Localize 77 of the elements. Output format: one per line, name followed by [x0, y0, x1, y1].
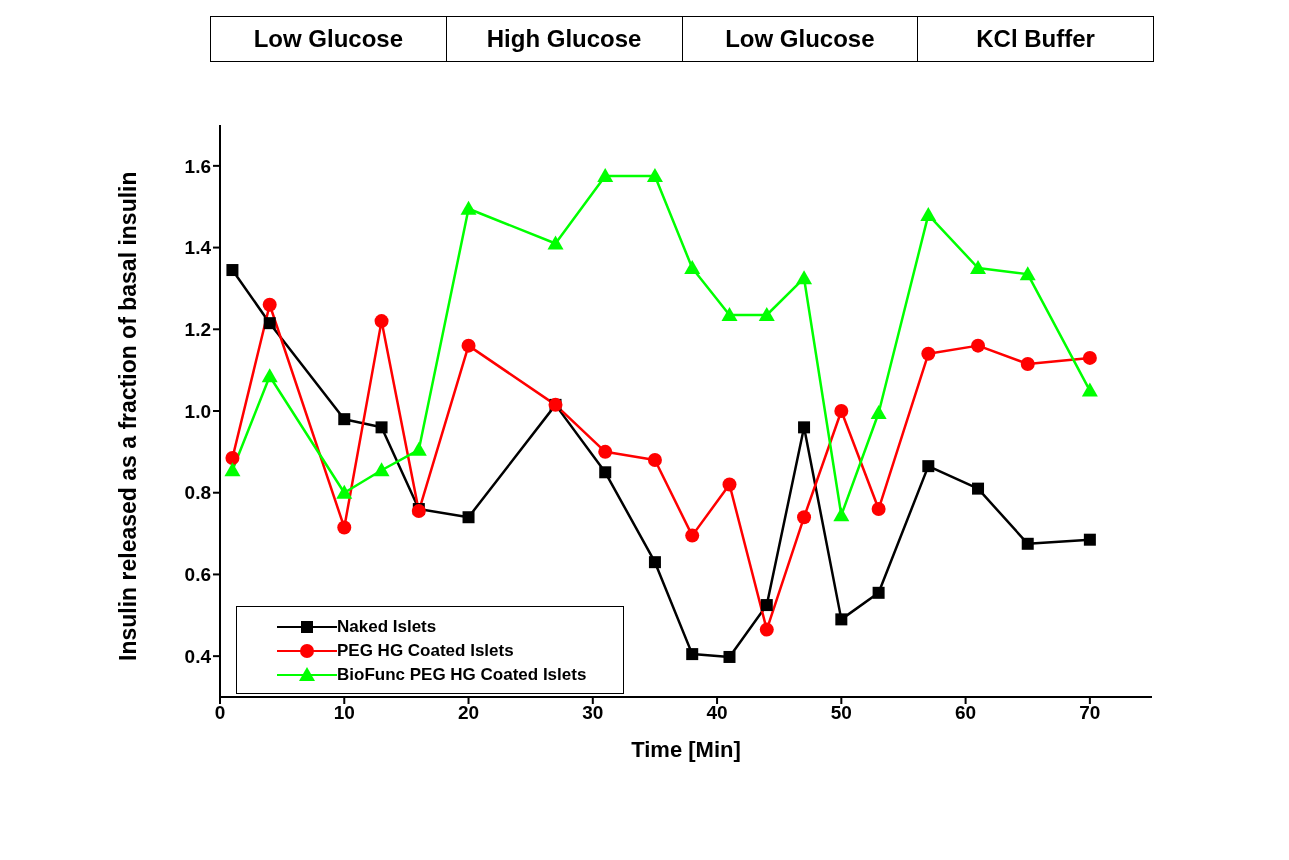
y-tick-label: 0.4: [184, 645, 212, 667]
x-tick-label: 10: [333, 702, 355, 724]
x-tick-label: 0: [214, 702, 226, 724]
point: [758, 306, 775, 321]
point: [686, 648, 699, 661]
point: [598, 444, 613, 459]
point: [759, 622, 774, 637]
point: [648, 556, 661, 569]
legend-label: Naked Islets: [337, 617, 437, 637]
point: [547, 235, 564, 250]
x-axis-title: Time [Min]: [631, 737, 741, 762]
text: High Glucose: [486, 25, 642, 53]
point: [870, 405, 887, 420]
point: [336, 484, 353, 499]
point: [337, 520, 352, 535]
legend-label: PEG HG Coated Islets: [337, 641, 514, 661]
point: [971, 338, 986, 353]
point: [599, 466, 612, 479]
text: KCl Buffer: [976, 25, 1095, 53]
point: [1021, 537, 1034, 550]
point: [972, 482, 985, 495]
y-tick-label: 0.6: [184, 564, 211, 586]
point: [261, 368, 278, 383]
point: [225, 450, 240, 465]
point: [835, 613, 848, 626]
legend-label: BioFunc PEG HG Coated Islets: [337, 665, 587, 685]
y-tick-label: 1.4: [184, 237, 212, 259]
x-tick-label: 30: [582, 702, 604, 724]
point: [375, 421, 388, 434]
point: [462, 511, 475, 524]
y-tick-label: 1.0: [184, 400, 211, 422]
point: [224, 462, 241, 477]
point: [226, 264, 239, 277]
point: [833, 507, 850, 522]
point: [373, 462, 390, 477]
text: Low Glucose: [253, 25, 404, 53]
y-tick-label: 1.2: [184, 319, 211, 341]
point: [597, 168, 614, 183]
point: [723, 650, 736, 663]
point: [922, 460, 935, 473]
y-tick-label: 1.6: [184, 155, 211, 177]
point: [1081, 382, 1098, 397]
point: [721, 306, 738, 321]
point: [685, 528, 700, 543]
point: [1019, 266, 1036, 281]
point: [871, 502, 886, 517]
point: [970, 260, 987, 274]
x-tick-label: 20: [457, 702, 480, 724]
y-tick-label: 0.8: [184, 482, 211, 504]
text: Low Glucose: [725, 25, 875, 53]
point: [647, 453, 662, 468]
y-axis-title: Insulin released as a fraction of basal insulin: [115, 171, 142, 661]
point: [1082, 350, 1097, 365]
point: [722, 477, 737, 492]
point: [263, 317, 276, 330]
point: [760, 599, 773, 612]
point: [684, 260, 701, 274]
point: [921, 346, 936, 361]
point: [338, 413, 351, 426]
point: [834, 404, 849, 418]
point: [461, 338, 476, 353]
point: [262, 297, 277, 312]
point: [646, 168, 663, 183]
x-tick-label: 40: [706, 702, 728, 724]
x-tick-label: 70: [1079, 702, 1101, 724]
point: [460, 200, 477, 215]
point: [798, 421, 811, 434]
point: [796, 270, 813, 285]
x-tick-label: 60: [955, 702, 977, 724]
point: [872, 586, 885, 599]
point: [374, 314, 389, 329]
point: [920, 206, 937, 221]
x-tick-label: 50: [830, 702, 852, 724]
point: [410, 441, 427, 456]
point: [1083, 533, 1096, 546]
point: [797, 510, 812, 525]
point: [1020, 357, 1035, 372]
